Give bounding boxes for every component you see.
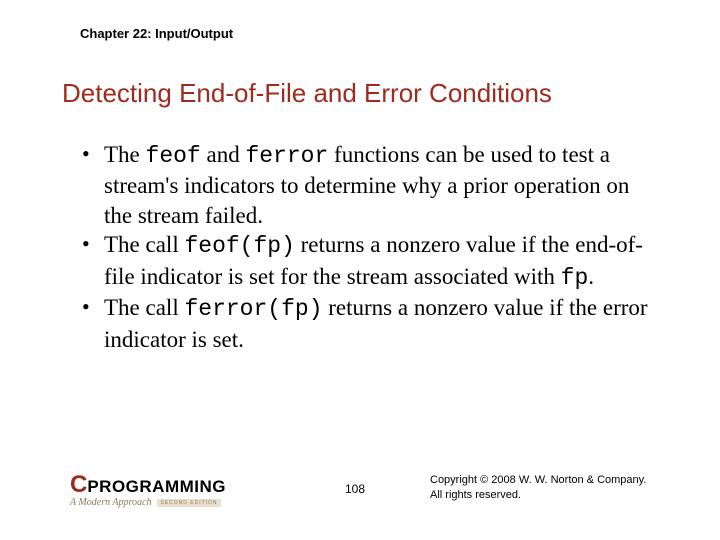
code: feof bbox=[146, 143, 201, 169]
logo-c: C bbox=[70, 471, 86, 499]
bullet-item: The feof and ferror functions can be use… bbox=[82, 140, 660, 230]
text: The call bbox=[104, 295, 184, 320]
bullet-item: The call ferror(fp) returns a nonzero va… bbox=[82, 293, 660, 354]
slide-title: Detecting End-of-File and Error Conditio… bbox=[62, 78, 680, 109]
logo-edition: SECOND EDITION bbox=[157, 499, 220, 507]
text: The call bbox=[104, 232, 184, 257]
code: fp bbox=[561, 265, 589, 291]
page-number: 108 bbox=[345, 482, 365, 496]
text: The bbox=[104, 142, 146, 167]
copyright-line: All rights reserved. bbox=[430, 488, 646, 502]
text: . bbox=[588, 264, 594, 289]
logo-top: C PROGRAMMING bbox=[70, 471, 270, 499]
slide-body: The feof and ferror functions can be use… bbox=[82, 140, 660, 354]
logo-subtitle: A Modern Approach SECOND EDITION bbox=[70, 497, 270, 508]
bullet-item: The call feof(fp) returns a nonzero valu… bbox=[82, 230, 660, 293]
code: ferror bbox=[245, 143, 328, 169]
footer: C PROGRAMMING A Modern Approach SECOND E… bbox=[0, 468, 720, 508]
code: ferror(fp) bbox=[184, 296, 322, 322]
book-logo: C PROGRAMMING A Modern Approach SECOND E… bbox=[70, 471, 270, 508]
copyright-line: Copyright © 2008 W. W. Norton & Company. bbox=[430, 473, 646, 487]
chapter-label: Chapter 22: Input/Output bbox=[80, 26, 233, 41]
logo-approach: A Modern Approach bbox=[70, 497, 151, 508]
copyright: Copyright © 2008 W. W. Norton & Company.… bbox=[430, 473, 646, 502]
logo-programming: PROGRAMMING bbox=[87, 477, 226, 497]
code: feof(fp) bbox=[184, 233, 294, 259]
text: and bbox=[201, 142, 246, 167]
